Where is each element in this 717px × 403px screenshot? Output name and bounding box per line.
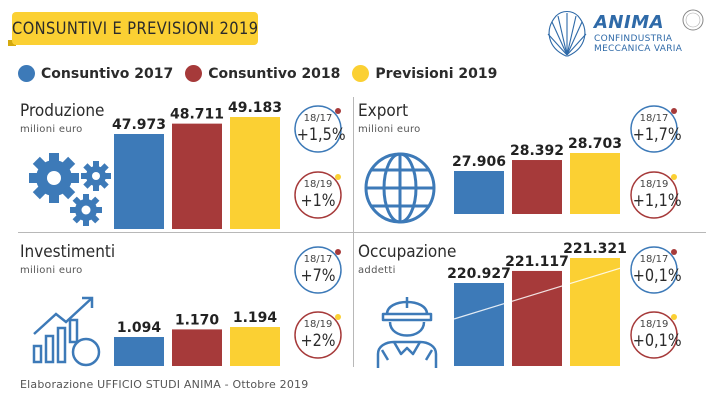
badge-occupazione-18-17: 18/17 +0,1% <box>629 245 682 295</box>
badge-seal-icon <box>682 9 704 31</box>
bar-value-label: 28.392 <box>510 143 564 159</box>
gears-icon <box>29 153 111 226</box>
badge-value: +1% <box>300 191 336 211</box>
shell-icon <box>547 10 587 57</box>
bar-produzione-0 <box>114 134 164 229</box>
growth-chart-icon <box>32 296 101 367</box>
logo-wordmark: ANIMA <box>594 12 665 33</box>
badge-value: +0,1% <box>632 331 682 351</box>
badge-value: +2% <box>300 331 336 351</box>
badge-period: 18/17 <box>639 113 669 124</box>
legend-dot-2017 <box>18 65 35 82</box>
badge-export-18-17: 18/17 +1,7% <box>629 104 682 154</box>
badge-ring <box>630 311 678 359</box>
legend-item-consuntivo-2018: Consuntivo 2018 <box>185 65 340 82</box>
legend-dot-2019 <box>352 65 370 82</box>
divider-vertical <box>353 97 354 367</box>
page-title: CONSUNTIVI E PREVISIONI 2019 <box>11 18 259 39</box>
badge-ring <box>630 171 678 219</box>
badge-period: 18/19 <box>303 179 333 190</box>
bar-export-2 <box>570 153 620 214</box>
bar-occupazione-0 <box>454 283 504 366</box>
bar-export-0 <box>454 171 504 214</box>
bar-investimenti-0 <box>114 337 164 366</box>
badge-ring <box>294 311 342 359</box>
badge-produzione-18-19: 18/19 +1% <box>293 170 343 220</box>
bar-produzione-1 <box>172 123 222 229</box>
panel-unit-occupazione: addetti <box>358 265 396 276</box>
bar-value-label: 48.711 <box>170 107 224 123</box>
badge-value: +0,1% <box>632 266 682 286</box>
logo-subtitle-1: CONFINDUSTRIA <box>594 34 673 44</box>
footer-source: Elaborazione UFFICIO STUDI ANIMA - Ottob… <box>20 378 309 391</box>
badge-ring <box>294 246 342 294</box>
panel-title-produzione: Produzione <box>20 101 105 121</box>
badge-period: 18/19 <box>303 319 333 330</box>
panel-title-occupazione: Occupazione <box>358 242 457 262</box>
anima-logo <box>547 9 704 57</box>
badge-period: 18/19 <box>639 179 669 190</box>
badge-export-18-19: 18/19 +1,1% <box>629 170 682 220</box>
panel-unit-produzione: milioni euro <box>20 124 83 135</box>
globe-icon <box>364 152 436 224</box>
badge-ring <box>294 171 342 219</box>
bar-value-label: 27.906 <box>452 154 506 170</box>
divider-horizontal <box>18 232 706 233</box>
badge-value: +7% <box>300 266 336 286</box>
legend-label-2019: Previsioni 2019 <box>375 65 498 82</box>
panel-unit-export: milioni euro <box>358 124 421 135</box>
panel-unit-investimenti: milioni euro <box>20 265 83 276</box>
badge-period: 18/19 <box>639 319 669 330</box>
bar-export-1 <box>512 160 562 214</box>
bar-value-label: 1.194 <box>233 310 278 326</box>
bar-value-label: 1.170 <box>175 312 220 328</box>
legend-label-2018: Consuntivo 2018 <box>208 65 341 82</box>
bar-value-label: 49.183 <box>228 100 282 116</box>
bar-value-label: 221.117 <box>505 254 569 270</box>
chart-investimenti: 1.094 1.170 1.194 <box>114 310 280 366</box>
legend: Consuntivo 2017 Consuntivo 2018 Previsio… <box>18 65 509 82</box>
bar-occupazione-1 <box>512 270 562 366</box>
bar-investimenti-1 <box>172 329 222 366</box>
badge-ring <box>630 105 678 153</box>
legend-dot-2018 <box>185 65 203 82</box>
badge-ring <box>294 105 342 153</box>
title-banner: CONSUNTIVI E PREVISIONI 2019 <box>12 12 258 45</box>
badge-value: +1,5% <box>296 125 346 145</box>
badge-period: 18/17 <box>639 254 669 265</box>
badge-period: 18/17 <box>303 254 333 265</box>
badge-investimenti-18-17: 18/17 +7% <box>293 245 343 295</box>
panel-title-investimenti: Investimenti <box>20 242 116 262</box>
worker-icon <box>376 297 438 368</box>
trend-line <box>453 255 661 320</box>
bar-value-label: 47.973 <box>112 117 166 133</box>
bar-investimenti-2 <box>230 327 280 366</box>
bar-value-label: 220.927 <box>447 266 511 282</box>
badge-ring <box>630 246 678 294</box>
legend-item-consuntivo-2017: Consuntivo 2017 <box>18 65 173 82</box>
panel-title-export: Export <box>358 101 409 121</box>
bar-value-label: 28.703 <box>568 136 622 152</box>
badge-value: +1,7% <box>632 125 682 145</box>
badge-value: +1,1% <box>632 191 682 211</box>
bar-occupazione-2 <box>570 258 620 366</box>
badge-occupazione-18-19: 18/19 +0,1% <box>629 310 682 360</box>
logo-subtitle-2: MECCANICA VARIA <box>594 44 683 54</box>
bar-value-label: 1.094 <box>117 320 162 336</box>
bar-value-label: 221.321 <box>563 241 627 257</box>
bar-produzione-2 <box>230 117 280 229</box>
badge-investimenti-18-19: 18/19 +2% <box>293 310 343 360</box>
badge-produzione-18-17: 18/17 +1,5% <box>293 104 346 154</box>
legend-item-previsioni-2019: Previsioni 2019 <box>352 65 497 82</box>
badge-period: 18/17 <box>303 113 333 124</box>
legend-label-2017: Consuntivo 2017 <box>41 65 174 82</box>
